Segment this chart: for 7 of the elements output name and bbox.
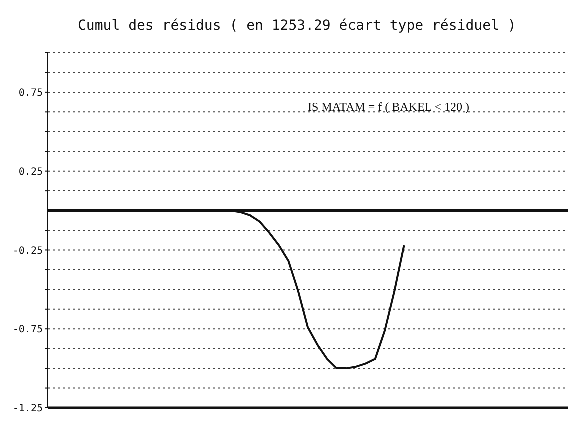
y-tick-label: 0.75 xyxy=(18,88,43,99)
y-tick-label: 0.25 xyxy=(18,166,43,178)
chart-title: Cumul des résidus ( en 1253.29 écart type résiduel ) xyxy=(78,18,516,34)
y-tick-label: -0.25 xyxy=(12,246,43,257)
y-tick-label: -1.25 xyxy=(12,404,43,415)
y-tick-label: -0.75 xyxy=(12,324,43,336)
annotation: IS MATAM = f ( BAKEL < 120 ) xyxy=(308,100,470,115)
